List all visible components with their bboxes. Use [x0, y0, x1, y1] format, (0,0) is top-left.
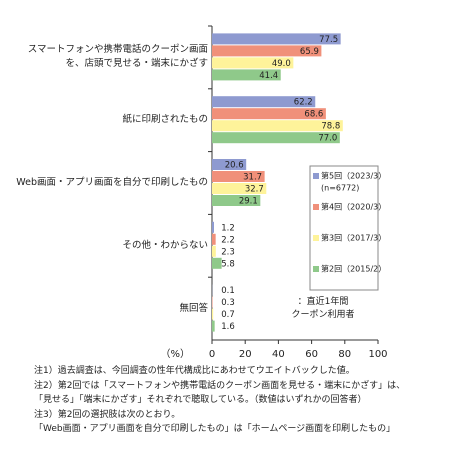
value-label: 5.8 — [221, 259, 235, 269]
bar — [212, 132, 340, 144]
note-line: 注3）第2回の選択肢は次のとおり。 — [34, 409, 181, 420]
value-label: 68.6 — [304, 110, 323, 120]
bar — [212, 171, 265, 182]
value-label: 2.2 — [221, 235, 235, 245]
bar — [212, 245, 216, 257]
x-tick-label: 20 — [239, 349, 252, 360]
value-label: 1.6 — [221, 322, 235, 332]
bar — [212, 233, 216, 245]
value-label: 31.7 — [243, 173, 262, 183]
bar — [212, 159, 247, 170]
value-label: 20.6 — [225, 161, 244, 171]
bar — [212, 57, 294, 69]
category-label: その他・わからない — [122, 239, 208, 251]
category-label: 紙に印刷されたもの — [122, 114, 208, 126]
x-tick-label: 40 — [272, 349, 285, 360]
value-label: 29.1 — [239, 197, 258, 207]
legend-swatch — [313, 235, 319, 241]
bar — [212, 120, 343, 132]
legend-label: 第4回（2020/3） — [321, 202, 386, 212]
value-label: 78.8 — [321, 122, 340, 132]
value-label: 1.2 — [221, 223, 235, 233]
x-tick-label: 60 — [305, 349, 318, 360]
value-label: 0.3 — [221, 298, 235, 308]
value-label: 0.7 — [221, 310, 235, 320]
note-line: 「Web画面・アプリ画面を自分で印刷したもの」は「ホームページ画面を印刷したもの… — [34, 424, 396, 434]
x-tick-label: 80 — [338, 349, 351, 360]
x-unit: （%） — [160, 348, 190, 360]
note-line: 注1）過去調査は、今回調査の性年代構成比にあわせてウエイトバックした値。 — [34, 366, 355, 376]
value-label: 77.0 — [318, 134, 337, 144]
bar — [212, 257, 222, 269]
legend-box — [309, 165, 379, 291]
category-label: 無回答 — [179, 302, 208, 314]
category-label: スマートフォンや携帯電話のクーポン画面 を、店頭で見せる・端末にかざす — [27, 44, 208, 70]
x-tick-label: 100 — [368, 349, 387, 360]
bar — [212, 69, 281, 81]
note-line: 注2）第2回では「スマートフォンや携帯電話のクーポン画面を見せる・端末にかざす」… — [34, 380, 406, 391]
value-label: 49.0 — [272, 59, 291, 69]
bar — [212, 33, 341, 45]
value-label: 65.9 — [300, 47, 319, 57]
legend-swatch — [313, 266, 319, 272]
value-label: 41.4 — [259, 71, 278, 81]
value-label: 0.1 — [221, 286, 235, 296]
legend-swatch — [313, 173, 319, 179]
x-tick-label: 0 — [209, 349, 215, 360]
category-label: Web画面・アプリ画面を自分で印刷したもの — [16, 177, 208, 188]
annotation: ：直近1年間 クーポン利用者 — [291, 297, 355, 320]
bar — [212, 195, 261, 206]
value-label: 32.7 — [245, 185, 264, 195]
bar — [212, 183, 267, 194]
bar — [212, 96, 316, 108]
legend-label: 第3回（2017/3） — [321, 233, 386, 243]
bar — [212, 221, 214, 233]
notes: 注1）過去調査は、今回調査の性年代構成比にあわせてウエイトバックした値。注2）第… — [34, 364, 405, 437]
legend-note: (n=6772) — [321, 184, 359, 193]
legend-label: 第2回（2015/2） — [321, 264, 386, 274]
bar — [212, 308, 214, 320]
note-line: 「見せる」「端末にかざす」それぞれで聴取している。（数値はいずれかの回答者） — [34, 395, 367, 405]
legend-swatch — [313, 204, 319, 210]
value-label: 77.5 — [319, 35, 338, 45]
bar — [212, 45, 322, 57]
bar — [212, 108, 326, 120]
value-label: 62.2 — [294, 98, 313, 108]
value-label: 2.3 — [221, 247, 235, 257]
bar — [212, 320, 215, 332]
legend-label: 第5回（2023/3） — [321, 171, 386, 181]
